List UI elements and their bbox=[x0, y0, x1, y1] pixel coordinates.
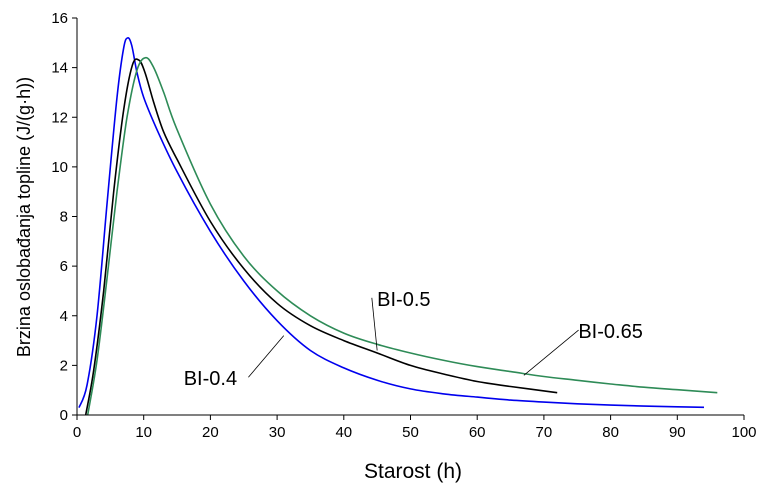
annotation-leader-bi-0-5 bbox=[371, 297, 378, 351]
x-tick-label: 90 bbox=[669, 424, 686, 441]
x-axis-title: Starost (h) bbox=[364, 460, 462, 483]
annotation-label-bi-0-4: BI-0.4 bbox=[184, 368, 237, 390]
y-tick-label: 14 bbox=[51, 60, 68, 77]
series-line-bi-0-4 bbox=[78, 37, 705, 409]
y-tick-label: 10 bbox=[51, 159, 68, 176]
y-tick-label: 6 bbox=[60, 258, 68, 275]
x-tick-label: 10 bbox=[135, 424, 152, 441]
annotation-layer: BI-0.4 BI-0.5 BI-0.65 bbox=[184, 289, 643, 390]
annotation-leader-bi-0-65 bbox=[523, 329, 579, 376]
y-tick-label: 16 bbox=[51, 10, 68, 27]
y-tick-label: 8 bbox=[60, 209, 68, 226]
y-tick-label: 12 bbox=[51, 109, 68, 126]
y-ticks: 0 2 4 6 8 10 12 14 16 bbox=[51, 10, 77, 424]
annotation-label-bi-0-65: BI-0.65 bbox=[578, 321, 642, 343]
y-axis-title: Brzina oslobađanja topline (J/(g·h)) bbox=[14, 77, 34, 357]
y-tick-label: 2 bbox=[60, 357, 68, 374]
x-tick-label: 80 bbox=[602, 424, 619, 441]
x-tick-label: 100 bbox=[731, 424, 756, 441]
series-layer bbox=[78, 37, 718, 416]
x-tick-label: 20 bbox=[202, 424, 219, 441]
annotation-leader-bi-0-4 bbox=[248, 335, 285, 378]
x-tick-label: 40 bbox=[335, 424, 352, 441]
x-tick-label: 60 bbox=[469, 424, 486, 441]
x-ticks: 0 10 20 30 40 50 60 70 80 90 100 bbox=[73, 415, 757, 441]
x-tick-label: 50 bbox=[402, 424, 419, 441]
x-tick-label: 70 bbox=[536, 424, 553, 441]
x-tick-label: 0 bbox=[73, 424, 81, 441]
series-line-bi-0-5 bbox=[84, 58, 558, 416]
series-line-bi-0-65 bbox=[86, 56, 718, 416]
x-tick-label: 30 bbox=[269, 424, 286, 441]
y-tick-label: 0 bbox=[60, 407, 68, 424]
y-tick-label: 4 bbox=[60, 308, 68, 325]
annotation-label-bi-0-5: BI-0.5 bbox=[377, 289, 430, 311]
